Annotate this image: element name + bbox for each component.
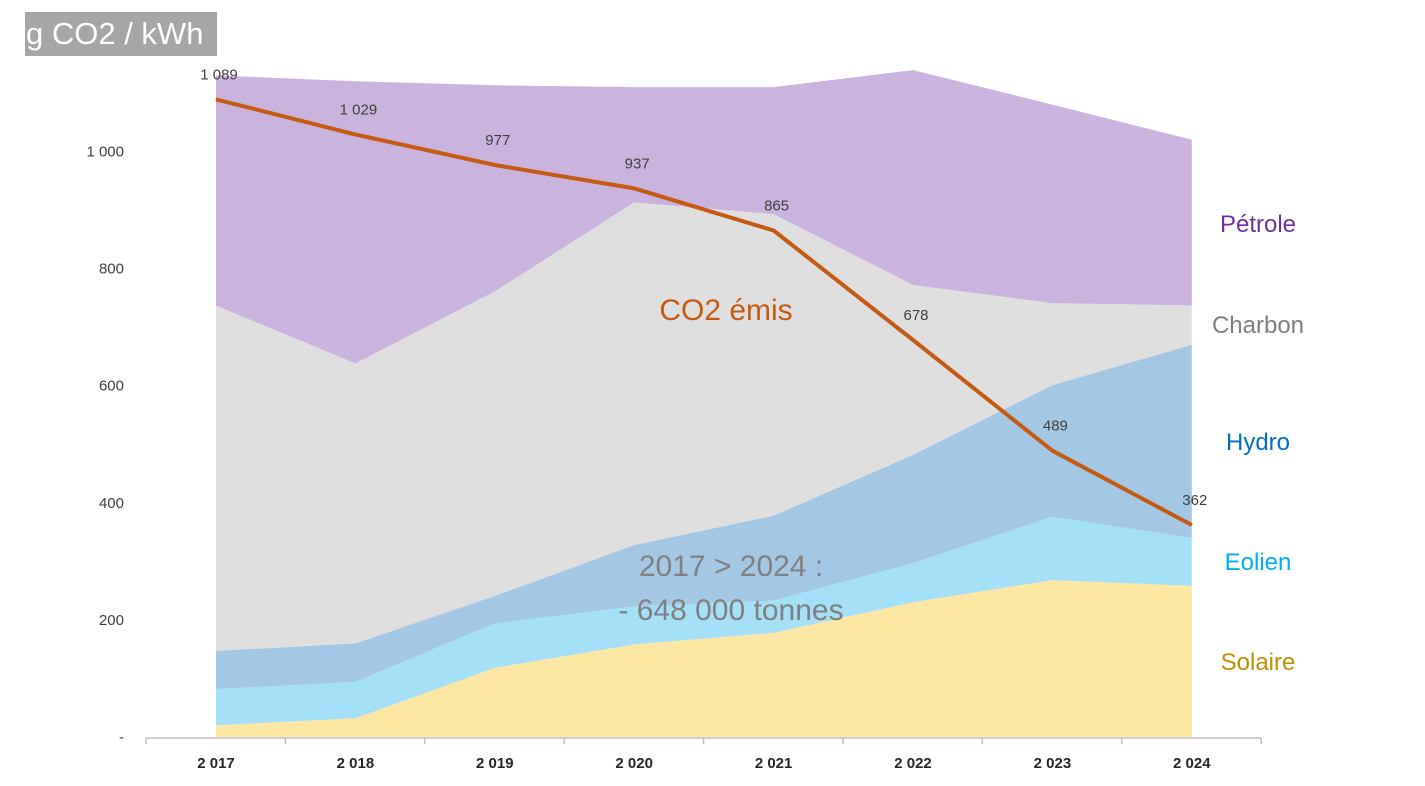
y-tick-label: 1 000 (86, 144, 124, 161)
series-label-eolien: Eolien (1225, 549, 1292, 576)
co2-annotation: CO2 émis (659, 294, 792, 327)
x-axis (145, 737, 1262, 744)
annotations: CO2 émis 2017 > 2024 : - 648 000 tonnes (618, 294, 843, 627)
co2-data-label: 865 (764, 198, 789, 215)
y-tick-label: - (119, 729, 124, 746)
co2-data-label: 1 089 (200, 66, 238, 83)
co2-data-label: 489 (1043, 418, 1068, 435)
co2-line (215, 97, 1193, 527)
area-charbon (216, 202, 1192, 651)
series-label-hydro: Hydro (1226, 429, 1290, 456)
series-label-petrole: Pétrole (1220, 211, 1296, 238)
y-axis-ticks: - 200 400 600 800 1 000 (86, 144, 124, 747)
x-tick-label: 2 023 (1034, 755, 1072, 772)
co2-data-label: 1 029 (340, 102, 378, 119)
x-axis-ticks: 2 017 2 018 2 019 2 020 2 021 2 022 2 023 2 024 (197, 755, 1211, 772)
series-label-solaire: Solaire (1221, 649, 1296, 676)
area-hydro (216, 344, 1192, 689)
unit-title: g CO2 / kWh (25, 12, 217, 56)
area-solaire (216, 580, 1192, 737)
co2-line-series (215, 97, 1193, 527)
summary-annotation-line2: - 648 000 tonnes (618, 594, 843, 627)
co2-data-label: 937 (625, 155, 650, 172)
x-tick-label: 2 018 (337, 755, 375, 772)
co2-data-label: 977 (485, 132, 510, 149)
x-tick-label: 2 021 (755, 755, 793, 772)
x-tick-label: 2 022 (894, 755, 932, 772)
co2-data-label: 678 (903, 307, 928, 324)
x-tick-label: 2 019 (476, 755, 514, 772)
co2-data-label: 362 (1182, 492, 1207, 509)
x-tick-label: 2 024 (1173, 755, 1211, 772)
area-eolien (216, 516, 1192, 726)
y-tick-label: 200 (99, 612, 124, 629)
stacked-areas (216, 70, 1192, 737)
series-label-charbon: Charbon (1212, 312, 1304, 339)
series-labels: Solaire Eolien Hydro Charbon Pétrole (1212, 211, 1304, 676)
x-tick-label: 2 020 (615, 755, 653, 772)
co2-data-labels: 1 089 1 029 977 937 865 678 489 362 (200, 66, 1207, 509)
y-tick-label: 400 (99, 495, 124, 512)
y-tick-label: 800 (99, 261, 124, 278)
summary-annotation-line1: 2017 > 2024 : (639, 550, 823, 583)
area-petrole (216, 70, 1192, 364)
y-tick-label: 600 (99, 378, 124, 395)
x-tick-label: 2 017 (197, 755, 235, 772)
